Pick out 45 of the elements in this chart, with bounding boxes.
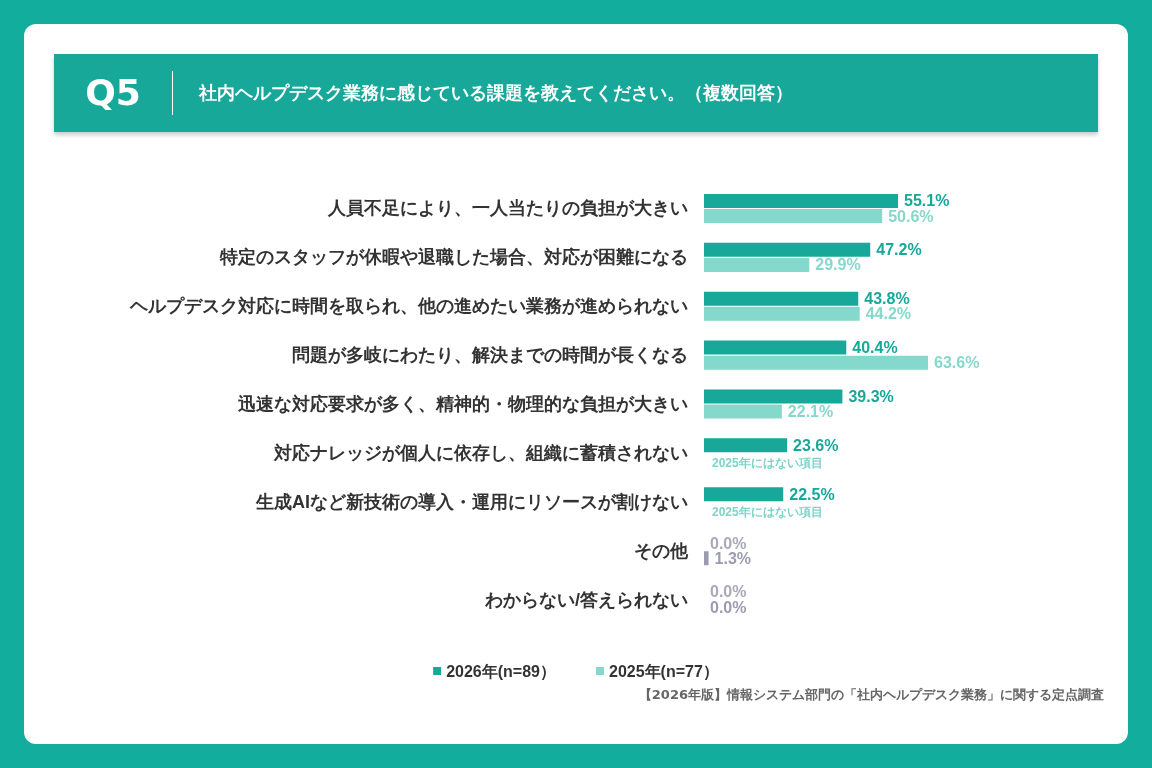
bar	[704, 242, 871, 257]
data-label: 0.0%	[710, 583, 747, 601]
data-label: 44.2%	[865, 305, 912, 323]
data-label: 0.0%	[710, 534, 747, 552]
data-label: 63.6%	[934, 354, 980, 372]
data-label: 0.0%	[710, 598, 747, 616]
bar	[704, 404, 782, 419]
y-tick-label: 生成AIなど新技術の導入・運用にリソースが割けない	[255, 491, 688, 512]
y-tick-label: わからない/答えられない	[483, 589, 688, 610]
data-label: 47.2%	[876, 241, 922, 259]
data-label: 23.6%	[793, 436, 839, 454]
legend-label: 2026年(n=89）	[446, 662, 557, 681]
bar	[704, 340, 847, 355]
bar	[704, 551, 709, 566]
annotation: 2025年にはない項目	[712, 504, 823, 519]
data-label: 22.5%	[789, 485, 835, 503]
text: Q5	[54, 71, 173, 115]
data-label: 43.8%	[864, 290, 910, 308]
bar	[704, 306, 860, 321]
data-label: 22.1%	[787, 403, 834, 421]
data-label: 1.3%	[714, 549, 752, 567]
bar	[704, 209, 883, 223]
annotation: 2025年にはない項目	[712, 455, 823, 470]
y-tick-label: 人員不足により、一人当たりの負担が大きい	[327, 198, 688, 219]
bar	[704, 487, 784, 502]
bar	[704, 355, 928, 370]
y-tick-label: その他	[634, 540, 689, 561]
bar	[704, 257, 810, 272]
legend-label: 2025年(n=77）	[609, 662, 719, 681]
y-tick-label: 問題が多岐にわたり、解決までの時間が長くなる	[292, 345, 688, 366]
text: 【2026年版】情報システム部門の「社内ヘルプデスク業務」に関する定点調査	[638, 686, 1104, 704]
bar	[704, 193, 899, 208]
bar	[704, 438, 788, 453]
y-tick-label: 対応ナレッジが個人に依存し、組織に蓄積されない	[273, 442, 688, 463]
data-label: 55.1%	[904, 192, 950, 210]
bar	[704, 389, 843, 404]
data-label: 39.3%	[848, 387, 894, 405]
bar	[704, 291, 859, 306]
data-label: 29.9%	[815, 256, 861, 274]
y-tick-label: ヘルプデスク対応に時間を取られ、他の進めたい業務が進められない	[129, 296, 688, 317]
data-label: 40.4%	[852, 339, 898, 357]
text: 社内ヘルプデスク業務に感じている課題を教えてください。（複数回答）	[199, 81, 793, 105]
y-tick-label: 特定のスタッフが休暇や退職した場合、対応が困難になる	[219, 247, 688, 268]
y-tick-label: 迅速な対応要求が多く、精神的・物理的な負担が大きい	[237, 394, 688, 414]
data-label: 50.6%	[888, 207, 934, 225]
